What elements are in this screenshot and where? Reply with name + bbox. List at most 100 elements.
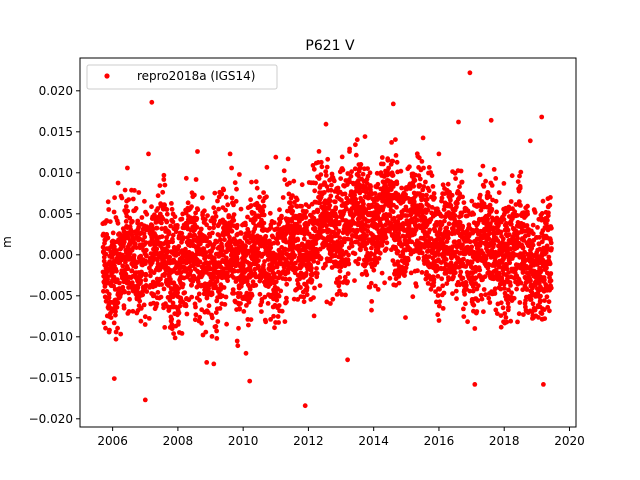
data-point: [394, 181, 400, 187]
data-point: [103, 298, 109, 304]
data-point: [416, 256, 421, 261]
data-point: [237, 172, 242, 177]
data-point: [469, 280, 475, 285]
data-point: [281, 168, 287, 174]
data-point: [101, 288, 106, 294]
data-point: [311, 210, 317, 215]
data-point: [442, 218, 447, 224]
data-point: [217, 233, 222, 238]
data-point: [539, 311, 545, 316]
data-point: [510, 216, 515, 222]
y-tick-label: 0.015: [39, 125, 73, 139]
data-point: [439, 276, 445, 282]
data-point: [421, 184, 427, 189]
data-point: [537, 298, 543, 303]
data-point: [457, 264, 463, 269]
y-tick-label: −0.015: [29, 371, 73, 385]
data-point: [453, 176, 458, 182]
data-point: [460, 229, 466, 235]
data-point: [112, 244, 117, 250]
x-tick-label: 2012: [293, 434, 324, 448]
data-point: [368, 257, 374, 262]
data-point: [365, 173, 371, 179]
data-point: [518, 169, 524, 175]
data-point: [357, 190, 363, 196]
data-point: [306, 204, 312, 210]
data-point: [155, 206, 161, 211]
data-point: [500, 236, 506, 242]
data-point: [257, 194, 262, 200]
data-point: [340, 167, 346, 173]
data-point: [206, 286, 212, 291]
data-point: [383, 222, 389, 228]
data-point: [497, 270, 502, 276]
data-point: [113, 329, 119, 335]
data-point: [317, 200, 323, 206]
data-point: [112, 195, 117, 201]
data-point: [241, 263, 246, 268]
data-point: [271, 220, 277, 226]
data-point: [364, 233, 369, 239]
data-point: [137, 298, 143, 304]
data-point: [411, 183, 417, 189]
data-point: [210, 230, 215, 236]
data-point: [249, 179, 254, 185]
data-point: [471, 302, 477, 308]
data-point: [243, 222, 248, 228]
data-point: [175, 290, 181, 296]
data-point: [123, 219, 129, 224]
data-point: [142, 198, 147, 204]
data-point: [318, 159, 324, 165]
data-point: [254, 185, 260, 191]
data-point: [390, 258, 396, 263]
data-point: [328, 187, 334, 193]
data-point: [474, 309, 480, 314]
data-point: [532, 307, 538, 313]
data-point: [436, 303, 442, 309]
data-point: [261, 262, 266, 268]
data-point: [386, 165, 391, 171]
data-point: [376, 256, 382, 261]
data-point: [472, 382, 478, 387]
data-point: [517, 173, 522, 179]
data-point: [144, 224, 150, 230]
data-point: [197, 314, 203, 320]
data-point: [122, 187, 128, 193]
data-point: [488, 221, 493, 227]
y-tick-label: 0.005: [39, 207, 73, 221]
legend-entry-label: repro2018a (IGS14): [137, 69, 255, 83]
data-point: [111, 376, 117, 381]
data-point: [478, 292, 484, 298]
data-point: [445, 181, 451, 187]
data-point: [387, 213, 393, 219]
data-point: [498, 229, 504, 235]
data-point: [204, 222, 210, 228]
data-point: [192, 192, 197, 198]
data-point: [139, 215, 145, 220]
data-point: [302, 403, 308, 409]
data-point: [487, 300, 493, 305]
data-point: [404, 213, 410, 219]
data-point: [355, 228, 360, 233]
data-point: [164, 219, 170, 225]
data-point: [212, 210, 218, 215]
data-point: [342, 274, 348, 280]
data-point: [540, 198, 546, 204]
data-point: [339, 248, 345, 254]
data-point: [231, 275, 237, 280]
data-point: [394, 204, 399, 210]
data-point: [255, 246, 261, 252]
data-point: [347, 146, 352, 152]
data-point: [162, 325, 168, 330]
data-point: [515, 179, 521, 185]
data-point: [353, 196, 359, 202]
data-point: [379, 243, 385, 248]
data-point: [222, 302, 228, 307]
data-point: [115, 325, 120, 331]
data-point: [203, 329, 209, 335]
data-point: [353, 152, 359, 158]
data-point: [448, 203, 454, 209]
data-point: [441, 241, 446, 247]
data-point: [458, 269, 464, 275]
data-point: [476, 283, 481, 289]
